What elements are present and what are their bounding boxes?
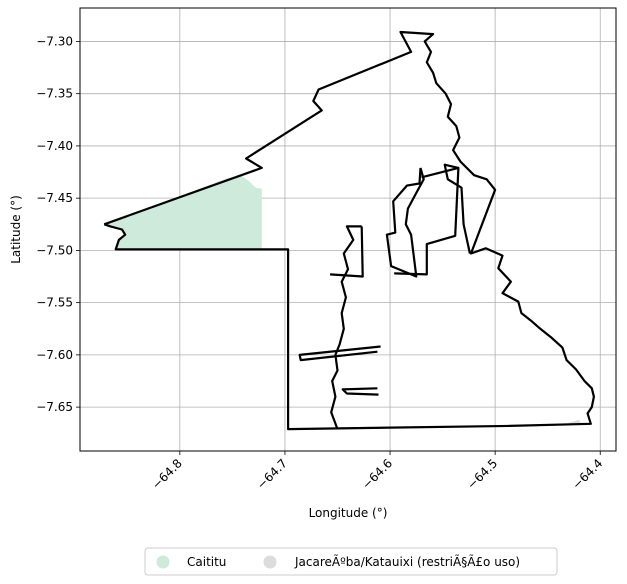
x-tick-label-1: −64.7 xyxy=(254,456,290,492)
x-tick-label-2: −64.6 xyxy=(359,456,395,492)
x-tick-label-0: −64.8 xyxy=(149,456,185,492)
y-tick-label-3: −7.45 xyxy=(36,191,73,205)
plot-frame xyxy=(79,7,617,452)
inner-boundary-0 xyxy=(385,167,425,278)
y-axis-title: Latitude (°) xyxy=(9,195,23,264)
y-tick-label-6: −7.60 xyxy=(36,348,73,362)
y-tick-label-0: −7.30 xyxy=(36,34,73,48)
y-tick-label-5: −7.55 xyxy=(36,296,73,310)
inner-boundary-1 xyxy=(394,166,460,276)
x-axis-title: Longitude (°) xyxy=(309,506,388,520)
area-0 xyxy=(104,175,262,250)
y-tick-label-1: −7.35 xyxy=(36,87,73,101)
legend-label-caititu: Caititu xyxy=(187,555,226,569)
map-areas xyxy=(104,175,582,425)
outer-boundary xyxy=(103,30,596,431)
inner-boundary-4 xyxy=(330,226,364,278)
legend-marker-jacareuba xyxy=(263,555,277,569)
inner-boundary-3 xyxy=(330,225,362,430)
inner-boundary-2 xyxy=(443,163,471,254)
inner-boundary-5 xyxy=(298,345,381,362)
x-tick-label-3: −64.5 xyxy=(464,456,500,492)
x-axis-ticks: −64.8 −64.7 −64.6 −64.5 −64.4 xyxy=(149,451,605,492)
boundary-lines xyxy=(103,30,596,431)
x-tick-label-4: −64.4 xyxy=(569,456,605,492)
y-tick-label-7: −7.65 xyxy=(36,400,73,414)
legend-marker-caititu xyxy=(156,555,170,569)
y-tick-label-2: −7.40 xyxy=(36,139,73,153)
legend-label-jacareuba: JacareÃºba/Katauixi (restriÃ§Ã£o uso) xyxy=(294,554,520,569)
legend-box xyxy=(144,547,558,576)
legend: Caititu JacareÃºba/Katauixi (restriÃ§Ã£o… xyxy=(144,547,558,576)
y-axis-ticks: −7.30 −7.35 −7.40 −7.45 −7.50 −7.55 −7.60 −7.65 xyxy=(36,34,80,414)
y-tick-label-4: −7.50 xyxy=(36,243,73,257)
grid-lines xyxy=(80,8,616,451)
inner-boundary-6 xyxy=(341,387,379,396)
